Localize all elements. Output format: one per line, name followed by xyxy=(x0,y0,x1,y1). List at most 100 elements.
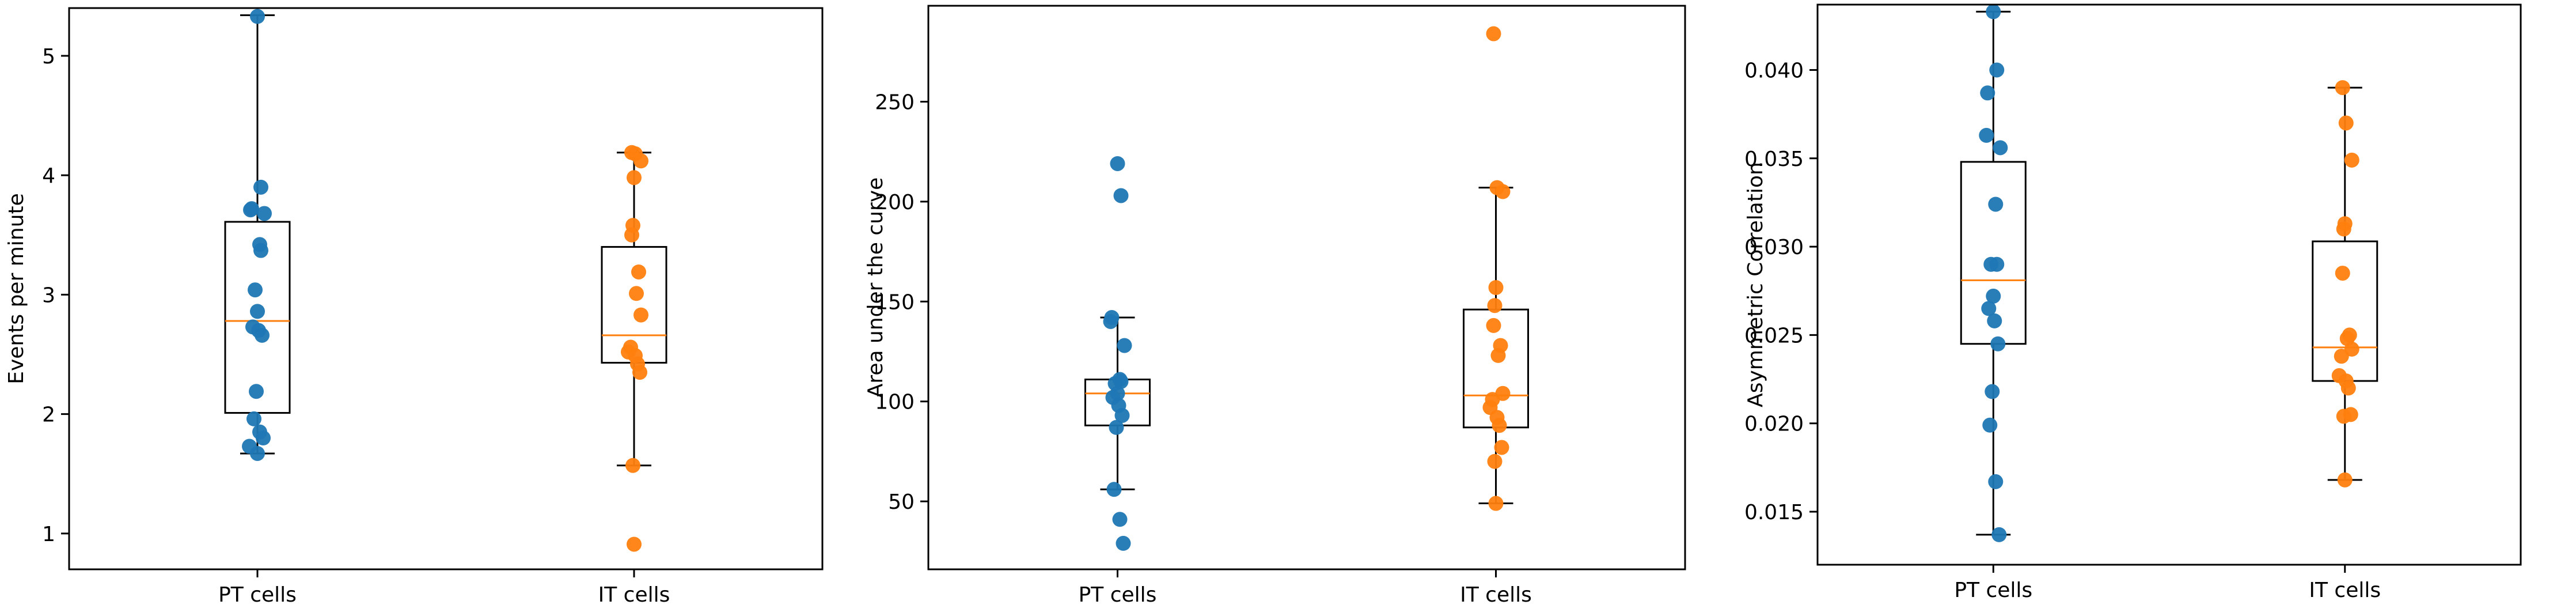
data-point xyxy=(250,9,265,24)
y-tick-label: 4 xyxy=(42,164,55,188)
y-tick-label: 0.025 xyxy=(1744,324,1804,347)
data-point xyxy=(1981,301,1997,316)
panel-3: 0.015 0.020 0.025 0.030 0.035 0.040 Asymmetric… xyxy=(1744,3,2522,602)
y-tick-label: 200 xyxy=(875,191,915,214)
data-point xyxy=(1986,4,2001,20)
data-point xyxy=(1990,336,2006,352)
data-point xyxy=(2338,115,2354,131)
axes-frame xyxy=(68,7,824,570)
data-point xyxy=(1982,417,1998,433)
data-point xyxy=(1991,527,2007,542)
y-tick-label: 0.040 xyxy=(1744,59,1804,82)
data-point xyxy=(1988,196,2004,212)
data-point xyxy=(1988,474,2004,489)
data-point xyxy=(627,170,642,186)
x-tick-label: PT cells xyxy=(1079,583,1157,607)
data-point xyxy=(1487,298,1503,313)
data-point xyxy=(1495,184,1511,199)
data-point xyxy=(253,243,268,258)
data-point xyxy=(2344,152,2359,168)
data-point xyxy=(1979,127,1994,143)
series-it xyxy=(1482,26,1511,511)
data-point xyxy=(2334,349,2349,364)
data-point xyxy=(1488,496,1504,511)
data-point xyxy=(1490,347,1506,363)
data-point xyxy=(2340,380,2356,396)
data-point xyxy=(1109,420,1124,435)
data-point xyxy=(255,327,270,343)
series-it xyxy=(621,145,648,552)
x-tick-label: PT cells xyxy=(1954,579,2032,602)
data-point xyxy=(1987,313,2002,328)
y-tick-label: 100 xyxy=(875,391,915,414)
y-tick-label: 50 xyxy=(888,490,915,514)
y-tick-label: 0.035 xyxy=(1744,148,1804,171)
y-tick-label: 2 xyxy=(42,403,55,427)
y-tick-label: 0.015 xyxy=(1744,501,1804,524)
data-point xyxy=(633,307,648,323)
data-point xyxy=(1993,140,2008,156)
data-point xyxy=(1983,256,1999,272)
data-point xyxy=(1494,440,1509,455)
data-point xyxy=(1492,418,1507,433)
data-point xyxy=(1486,318,1501,333)
data-point xyxy=(253,179,268,195)
y-tick-label: 250 xyxy=(875,90,915,114)
panel-2: 50 100 150 200 250 Area under the curve PT cel… xyxy=(864,5,1686,607)
series-pt xyxy=(1979,4,2008,542)
data-point xyxy=(246,411,261,426)
data-point xyxy=(1112,512,1128,527)
y-tick-label: 1 xyxy=(42,523,55,546)
data-point xyxy=(250,304,265,319)
y-tick-label: 3 xyxy=(42,284,55,307)
series-pt xyxy=(242,9,272,461)
data-point xyxy=(627,536,642,552)
data-point xyxy=(249,384,264,399)
x-tick-label: IT cells xyxy=(598,583,670,607)
data-point xyxy=(1103,313,1118,329)
data-point xyxy=(1488,280,1504,295)
x-tick-label: PT cells xyxy=(218,583,297,607)
y-axis-label: Events per minute xyxy=(5,193,28,384)
data-point xyxy=(624,227,639,243)
y-tick-label: 150 xyxy=(875,290,915,314)
data-point xyxy=(633,153,648,169)
data-point xyxy=(1487,454,1503,469)
y-axis-label: Area under the curve xyxy=(864,177,887,398)
data-point xyxy=(625,458,640,473)
data-point xyxy=(2335,80,2350,96)
x-tick-label: IT cells xyxy=(1460,583,1532,607)
series-pt xyxy=(1103,156,1132,551)
x-tick-label: IT cells xyxy=(2309,579,2381,602)
data-point xyxy=(1989,62,2005,78)
data-point xyxy=(1986,288,2001,304)
y-tick-label: 0.030 xyxy=(1744,236,1804,259)
data-point xyxy=(1106,482,1122,497)
data-point xyxy=(248,282,263,298)
data-point xyxy=(1113,188,1129,203)
y-axis-label: Asymmetric Correlation xyxy=(1744,162,1767,407)
y-tick-label: 5 xyxy=(42,45,55,69)
data-point xyxy=(2336,221,2351,237)
data-point xyxy=(1110,156,1125,171)
series-it xyxy=(2331,80,2359,487)
data-point xyxy=(631,264,646,279)
data-point xyxy=(1116,535,1131,551)
panel-1: 1 2 3 4 5 Events per minute PT cells IT cells xyxy=(5,7,824,607)
data-point xyxy=(2337,472,2353,487)
y-tick-label: 0.020 xyxy=(1744,413,1804,436)
data-point xyxy=(2335,266,2350,281)
data-point xyxy=(257,206,272,221)
data-point xyxy=(1114,407,1130,423)
axes-frame xyxy=(927,5,1686,570)
data-point xyxy=(632,365,647,380)
data-point xyxy=(1980,85,1995,101)
data-point xyxy=(243,202,258,218)
data-point xyxy=(2336,409,2351,424)
data-point xyxy=(629,286,644,301)
box-it xyxy=(601,152,667,467)
data-point xyxy=(250,445,265,461)
axes-frame xyxy=(1816,3,2522,566)
data-point xyxy=(1486,26,1501,41)
